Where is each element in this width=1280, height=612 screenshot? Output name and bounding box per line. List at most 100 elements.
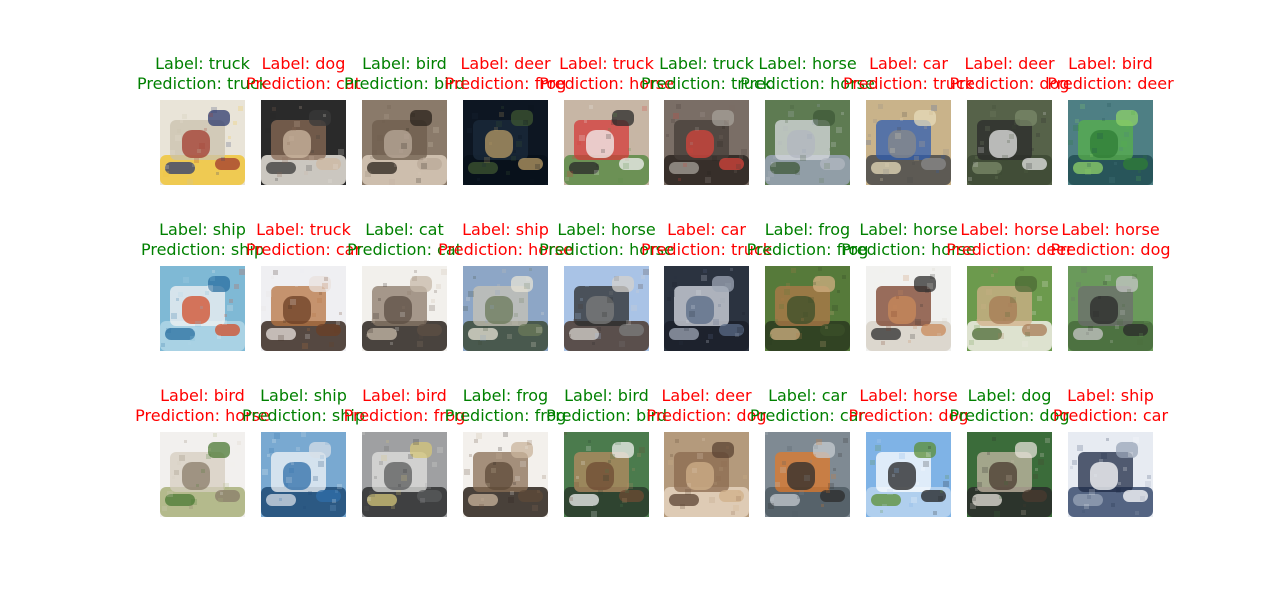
true-label: Label: frog [462,386,549,405]
grid-cell: Label: deer Prediction: dog [646,386,767,517]
true-label: Label: bird [564,386,649,405]
predicted-label: Prediction: car [245,240,362,259]
true-label: Label: truck [256,220,351,239]
grid-cell: Label: horse Prediction: horse [841,220,976,351]
true-label: Label: dog [967,386,1052,405]
cell-title: Label: frog Prediction: frog [728,220,888,260]
image-thumbnail [261,432,346,517]
cell-title: Label: dog Prediction: cat [224,54,384,94]
true-label: Label: bird [160,386,245,405]
predicted-label: Prediction: frog [444,74,567,93]
predicted-label: Prediction: car [1052,406,1169,425]
cell-title: Label: deer Prediction: dog [930,54,1090,94]
predicted-label: Prediction: horse [841,240,976,259]
cell-title: Label: horse Prediction: horse [728,54,888,94]
true-label: Label: car [667,220,746,239]
image-thumbnail [362,266,447,351]
true-label: Label: truck [559,54,654,73]
grid-cell: Label: ship Prediction: car [1053,386,1168,517]
true-label: Label: cat [365,220,444,239]
image-thumbnail [1068,100,1153,185]
grid-cell: Label: deer Prediction: frog [445,54,566,185]
predicted-label: Prediction: frog [746,240,869,259]
cell-title: Label: horse Prediction: horse [527,220,687,260]
cell-title: Label: truck Prediction: horse [527,54,687,94]
predicted-label: Prediction: dog [646,406,767,425]
image-thumbnail [160,100,245,185]
image-thumbnail [1068,432,1153,517]
cell-title: Label: car Prediction: car [728,386,888,426]
true-label: Label: car [869,54,948,73]
predicted-label: Prediction: horse [539,240,674,259]
true-label: Label: horse [859,220,958,239]
predicted-label: Prediction: cat [347,240,462,259]
cell-title: Label: truck Prediction: car [224,220,384,260]
image-thumbnail [664,100,749,185]
image-thumbnail [362,100,447,185]
image-thumbnail [463,100,548,185]
image-thumbnail [765,266,850,351]
predicted-label: Prediction: horse [135,406,270,425]
cell-title: Label: car Prediction: truck [829,54,989,94]
cell-title: Label: horse Prediction: dog [829,386,989,426]
predicted-label: Prediction: frog [444,406,567,425]
true-label: Label: bird [362,54,447,73]
image-thumbnail [160,432,245,517]
predicted-label: Prediction: deer [946,240,1073,259]
grid-cell: Label: ship Prediction: ship [242,386,365,517]
cell-title: Label: bird Prediction: horse [123,386,283,426]
cell-title: Label: truck Prediction: truck [123,54,283,94]
image-thumbnail [967,266,1052,351]
grid-cell: Label: truck Prediction: horse [539,54,674,185]
cell-title: Label: ship Prediction: horse [426,220,586,260]
grid-cell: Label: cat Prediction: cat [347,220,462,351]
image-thumbnail [261,100,346,185]
true-label: Label: bird [1068,54,1153,73]
predicted-label: Prediction: car [749,406,866,425]
grid-cell: Label: horse Prediction: dog [848,386,969,517]
grid-cell: Label: horse Prediction: deer [946,220,1073,351]
true-label: Label: truck [155,54,250,73]
predicted-label: Prediction: ship [241,406,366,425]
true-label: Label: deer [460,54,551,73]
cell-title: Label: deer Prediction: dog [627,386,787,426]
grid-cell: Label: horse Prediction: horse [539,220,674,351]
cell-title: Label: frog Prediction: frog [426,386,586,426]
predicted-label: Prediction: truck [842,74,974,93]
predicted-label: Prediction: ship [140,240,265,259]
predicted-label: Prediction: dog [949,406,1070,425]
true-label: Label: deer [661,386,752,405]
cell-title: Label: ship Prediction: car [1031,386,1191,426]
image-thumbnail [463,266,548,351]
image-thumbnail [1068,266,1153,351]
cell-title: Label: ship Prediction: ship [123,220,283,260]
predicted-label: Prediction: deer [1047,74,1174,93]
predicted-label: Prediction: dog [949,74,1070,93]
true-label: Label: horse [557,220,656,239]
image-thumbnail [564,266,649,351]
true-label: Label: deer [964,54,1055,73]
grid-cell: Label: bird Prediction: deer [1047,54,1174,185]
predicted-label: Prediction: horse [438,240,573,259]
image-thumbnail [664,432,749,517]
grid-cell: Label: horse Prediction: horse [740,54,875,185]
true-label: Label: horse [859,386,958,405]
grid-cell: Label: car Prediction: car [750,386,865,517]
image-thumbnail [160,266,245,351]
true-label: Label: horse [1061,220,1160,239]
image-thumbnail [765,432,850,517]
predicted-label: Prediction: bird [545,406,667,425]
cell-title: Label: bird Prediction: bird [527,386,687,426]
cell-title: Label: cat Prediction: cat [325,220,485,260]
grid-cell: Label: dog Prediction: cat [246,54,361,185]
image-thumbnail [664,266,749,351]
predicted-label: Prediction: bird [343,74,465,93]
cell-title: Label: horse Prediction: horse [829,220,989,260]
true-label: Label: car [768,386,847,405]
grid-cell: Label: truck Prediction: truck [137,54,268,185]
image-thumbnail [967,432,1052,517]
grid-cell: Label: car Prediction: truck [641,220,772,351]
image-thumbnail [866,266,951,351]
grid-cell: Label: ship Prediction: horse [438,220,573,351]
